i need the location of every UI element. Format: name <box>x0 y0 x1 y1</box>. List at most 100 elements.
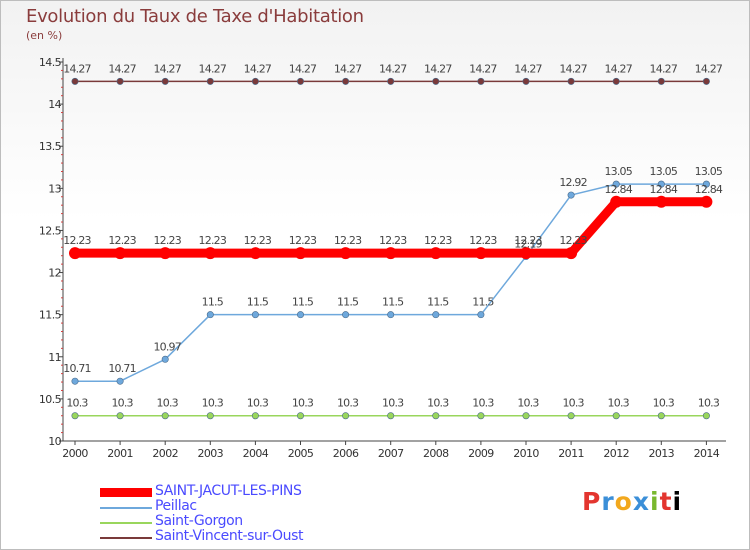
x-tick-label: 2005 <box>288 447 314 460</box>
data-label: 14.27 <box>424 62 452 75</box>
data-point <box>432 77 440 85</box>
data-label: 10.3 <box>472 397 494 410</box>
legend-label: SAINT-JACUT-LES-PINS <box>155 483 302 499</box>
data-point <box>522 412 530 420</box>
data-label: 11.5 <box>292 296 314 309</box>
data-point <box>657 412 665 420</box>
data-point <box>71 377 79 385</box>
data-label: 10.97 <box>153 340 181 353</box>
legend-swatch <box>100 507 152 509</box>
y-tick-label: 10 <box>48 435 61 448</box>
y-tick-label: 11 <box>48 351 61 364</box>
y-tick-label: 14.5 <box>39 56 62 69</box>
data-label: 10.3 <box>66 397 88 410</box>
data-point <box>520 247 532 260</box>
logo-letter: x <box>632 487 650 516</box>
data-point <box>342 311 350 319</box>
data-label: 12.23 <box>514 234 542 247</box>
data-label: 10.3 <box>562 397 584 410</box>
data-label: 12.23 <box>108 234 136 247</box>
y-tick-label: 12.5 <box>39 224 62 237</box>
data-label: 14.27 <box>334 62 362 75</box>
data-label: 12.84 <box>695 183 723 196</box>
data-label: 14.27 <box>63 62 91 75</box>
data-label: 11.5 <box>202 296 224 309</box>
data-label: 12.23 <box>334 234 362 247</box>
data-point <box>294 247 307 260</box>
data-label: 11.5 <box>382 296 404 309</box>
data-point <box>116 412 124 420</box>
x-tick-label: 2006 <box>333 447 359 460</box>
data-point <box>387 412 395 420</box>
data-label: 12.23 <box>289 234 317 247</box>
x-tick-label: 2008 <box>423 447 449 460</box>
data-point <box>567 412 575 420</box>
data-point <box>700 195 713 208</box>
data-label: 10.3 <box>653 397 675 410</box>
data-label: 10.3 <box>608 397 630 410</box>
data-point <box>204 247 217 260</box>
legend-swatch <box>100 488 152 497</box>
data-point <box>477 77 485 85</box>
data-label: 12.23 <box>63 234 91 247</box>
proxiti-logo: Proxiti <box>582 487 682 516</box>
logo-letter: P <box>582 487 602 516</box>
logo-letter: o <box>614 487 633 516</box>
data-point <box>296 412 304 420</box>
data-point <box>296 77 304 85</box>
data-point <box>565 247 578 260</box>
x-tick-label: 2012 <box>603 447 629 460</box>
data-point <box>161 412 169 420</box>
data-label: 10.3 <box>247 397 269 410</box>
data-label: 12.92 <box>559 176 587 189</box>
data-point <box>657 77 665 85</box>
data-point <box>249 247 262 260</box>
data-point <box>251 311 259 319</box>
data-label: 14.27 <box>244 62 272 75</box>
data-label: 14.27 <box>469 62 497 75</box>
data-point <box>251 77 259 85</box>
x-tick-label: 2014 <box>694 447 720 460</box>
data-point <box>657 180 665 188</box>
data-point <box>429 247 442 260</box>
logo-letter: t <box>659 487 673 516</box>
data-point <box>206 412 214 420</box>
data-label: 10.3 <box>157 397 179 410</box>
data-label: 12.23 <box>199 234 227 247</box>
data-label: 12.23 <box>244 234 272 247</box>
data-label: 12.23 <box>424 234 452 247</box>
data-label: 10.3 <box>292 397 314 410</box>
data-label: 12.19 <box>514 238 542 251</box>
data-label: 14.27 <box>289 62 317 75</box>
data-point <box>655 195 668 208</box>
data-point <box>702 77 710 85</box>
x-tick-label: 2011 <box>558 447 584 460</box>
x-tick-label: 2004 <box>243 447 269 460</box>
data-point <box>69 247 81 260</box>
data-point <box>206 77 214 85</box>
data-label: 14.27 <box>650 62 678 75</box>
data-label: 11.5 <box>427 296 449 309</box>
data-point <box>161 77 169 85</box>
data-point <box>384 247 397 260</box>
data-label: 12.23 <box>153 234 181 247</box>
data-label: 13.05 <box>604 165 632 178</box>
chart-title: Evolution du Taux de Taxe d'Habitation <box>26 6 364 27</box>
data-label: 10.3 <box>698 397 720 410</box>
data-label: 14.27 <box>199 62 227 75</box>
data-label: 12.23 <box>559 234 587 247</box>
y-tick-label: 12 <box>48 267 61 280</box>
chart-subtitle: (en %) <box>26 29 63 42</box>
data-point <box>342 412 350 420</box>
data-point <box>522 77 530 85</box>
data-point <box>474 247 487 260</box>
data-point <box>296 311 304 319</box>
x-tick-label: 2007 <box>378 447 404 460</box>
data-label: 12.84 <box>604 183 632 196</box>
logo-letter: i <box>650 487 660 516</box>
data-label: 10.3 <box>427 397 449 410</box>
data-point <box>387 311 395 319</box>
x-tick-label: 2002 <box>152 447 178 460</box>
data-point <box>612 412 620 420</box>
